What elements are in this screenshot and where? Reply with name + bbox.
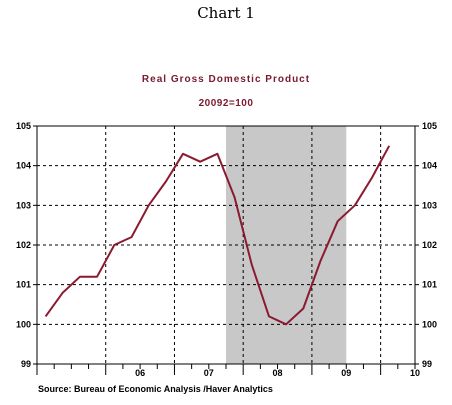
x-tick-label: 06 bbox=[135, 368, 145, 378]
grid-lines bbox=[37, 126, 415, 364]
chart-title: Real Gross Domestic Product bbox=[142, 74, 310, 85]
x-tick-label: 08 bbox=[273, 368, 283, 378]
series-line bbox=[44, 145, 391, 326]
y-tick-label-left: 99 bbox=[21, 359, 31, 369]
y-tick-label-right: 99 bbox=[422, 359, 432, 369]
y-tick-label-left: 104 bbox=[16, 161, 31, 171]
y-tick-label-left: 105 bbox=[16, 121, 31, 131]
y-tick-label-left: 100 bbox=[16, 319, 31, 329]
y-tick-label-right: 101 bbox=[422, 280, 437, 290]
x-tick-label: 07 bbox=[204, 368, 214, 378]
x-tick-label: 10 bbox=[410, 368, 420, 378]
x-axis: 06 07 08 09 10 bbox=[36, 364, 420, 378]
y-axis: 99 99 100 100 101 101 102 102 103 103 104 104 105 105 bbox=[16, 121, 437, 369]
y-tick-label-left: 103 bbox=[16, 200, 31, 210]
y-tick-label-right: 102 bbox=[422, 240, 437, 250]
y-tick-label-left: 101 bbox=[16, 280, 31, 290]
page-header: Chart 1 bbox=[197, 4, 255, 22]
source-note: Source: Bureau of Economic Analysis /Hav… bbox=[38, 384, 273, 394]
y-tick-label-right: 105 bbox=[422, 121, 437, 131]
y-tick-label-left: 102 bbox=[16, 240, 31, 250]
chart-subtitle: 20092=100 bbox=[199, 98, 254, 109]
y-tick-label-right: 100 bbox=[422, 319, 437, 329]
series-layer bbox=[44, 145, 391, 326]
x-tick-label: 09 bbox=[341, 368, 351, 378]
y-tick-label-right: 104 bbox=[422, 161, 437, 171]
y-tick-label-right: 103 bbox=[422, 200, 437, 210]
